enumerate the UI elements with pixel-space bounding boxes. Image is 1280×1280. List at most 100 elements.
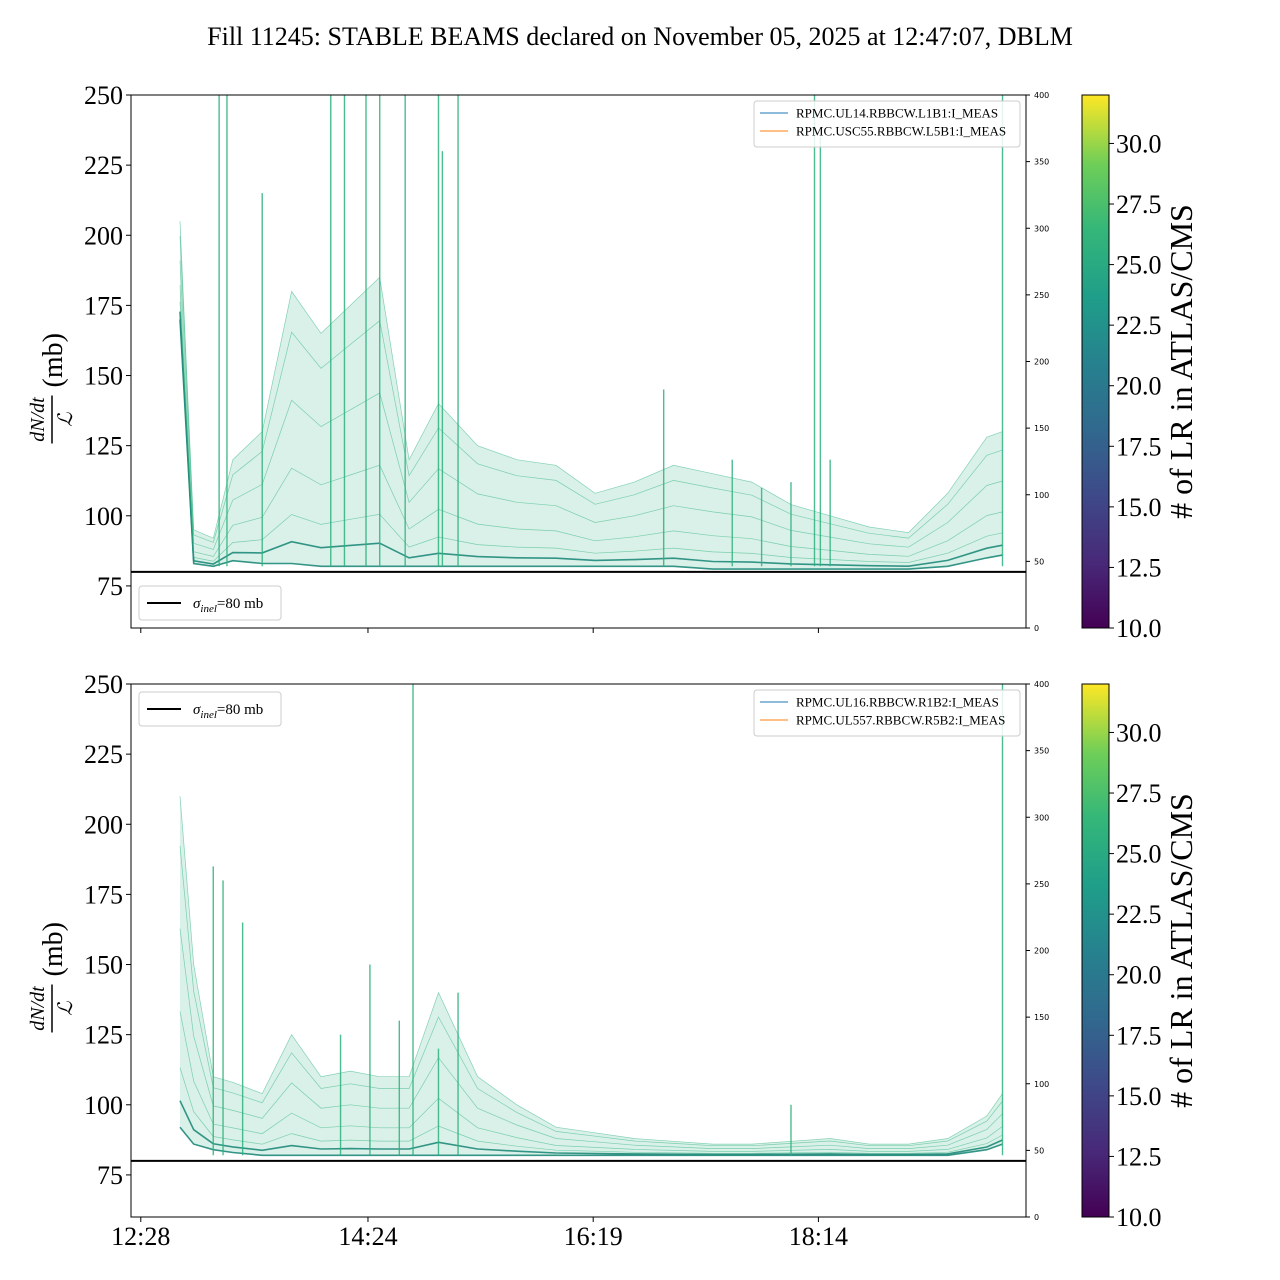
- y-tick-label: 150: [84, 951, 123, 980]
- figure-title: Fill 11245: STABLE BEAMS declared on Nov…: [207, 22, 1073, 51]
- colorbar-tick-label: 10.0: [1116, 614, 1162, 643]
- y-axis-label: dN/dt ℒ (mb): [27, 922, 77, 1033]
- y-tick-label: 175: [84, 291, 123, 320]
- y2-tick-label: 150: [1034, 1013, 1049, 1022]
- y2-tick-label: 200: [1034, 947, 1049, 956]
- y-label-denominator: ℒ: [55, 1001, 77, 1016]
- y-tick-label: 125: [84, 432, 123, 461]
- colorbar-tick-label: 20.0: [1116, 372, 1162, 401]
- y-label-unit: (mb): [38, 333, 69, 387]
- y-axis-label: dN/dt ℒ (mb): [27, 333, 77, 444]
- colorbar-tick-label: 15.0: [1116, 493, 1162, 522]
- y-label-unit: (mb): [38, 922, 69, 976]
- sigma-legend: σinel=80 mb: [138, 691, 282, 727]
- x-tick-label: 14:24: [338, 1222, 397, 1251]
- trace-line: [179, 1126, 1003, 1157]
- x-tick-label: 18:14: [789, 1222, 848, 1251]
- y2-tick-label: 150: [1034, 424, 1049, 433]
- colorbar-label: # of LR in ATLAS/CMS: [1163, 793, 1199, 1108]
- y-tick-label: 125: [84, 1021, 123, 1050]
- y2-tick-label: 50: [1034, 557, 1044, 566]
- colorbar-tick-label: 20.0: [1116, 961, 1162, 990]
- y-label-numerator: dN/dt: [27, 986, 49, 1031]
- y-tick-label: 200: [84, 810, 123, 839]
- y-tick-label: 250: [84, 81, 123, 110]
- y-tick-label: 175: [84, 880, 123, 909]
- sigma-legend: σinel=80 mb: [138, 585, 282, 621]
- legend-entry: σinel=80 mb: [193, 596, 263, 615]
- legend-entry: RPMC.UL557.RBBCW.R5B2:I_MEAS: [796, 713, 1005, 728]
- trace-line: [179, 796, 1003, 1145]
- y-tick-label: 150: [84, 362, 123, 391]
- series-legend: RPMC.UL16.RBBCW.R1B2:I_MEAS RPMC.UL557.RB…: [753, 689, 1021, 737]
- y-tick-label: 75: [97, 1161, 123, 1190]
- colorbar-tick-label: 12.5: [1116, 553, 1162, 582]
- y-tick-label: 200: [84, 221, 123, 250]
- colorbar-tick-label: 22.5: [1116, 311, 1162, 340]
- y-tick-label: 100: [84, 502, 123, 531]
- legend-entry: RPMC.UL14.RBBCW.L1B1:I_MEAS: [796, 106, 998, 121]
- y2-tick-label: 350: [1034, 747, 1049, 756]
- trace-line: [179, 260, 1003, 550]
- y2-tick-label: 100: [1034, 1080, 1049, 1089]
- y-tick-label: 100: [84, 1091, 123, 1120]
- y2-tick-label: 50: [1034, 1146, 1044, 1155]
- y2-tick-label: 0: [1034, 1213, 1039, 1222]
- colorbar-tick-label: 22.5: [1116, 900, 1162, 929]
- trace-line: [179, 311, 1003, 568]
- bottom-panel: 75 100 125 150 175 200 225 250 0 50 100 150 200 250 30…: [27, 670, 1199, 1251]
- colorbar-tick-label: 25.0: [1116, 840, 1162, 869]
- legend-box: [753, 689, 1021, 737]
- legend-box: [138, 691, 282, 727]
- colorbar-tick-label: 30.0: [1116, 718, 1162, 747]
- trace-line: [179, 221, 1003, 539]
- plot-area: [179, 95, 1004, 570]
- y2-tick-label: 0: [1034, 624, 1039, 633]
- trace-line: [179, 285, 1003, 557]
- colorbar-tick-label: 27.5: [1116, 190, 1162, 219]
- colorbar: 10.0 12.5 15.0 17.5 20.0 22.5 25.0 27.5 30.0 # of…: [1081, 94, 1199, 643]
- y2-tick-label: 100: [1034, 491, 1049, 500]
- colorbar-tick-label: 27.5: [1116, 779, 1162, 808]
- legend-entry: RPMC.USC55.RBBCW.L5B1:I_MEAS: [796, 124, 1006, 139]
- y-tick-label: 250: [84, 670, 123, 699]
- series-legend: RPMC.UL14.RBBCW.L1B1:I_MEAS RPMC.USC55.RB…: [753, 100, 1021, 148]
- y2-tick-label: 300: [1034, 813, 1049, 822]
- legend-entry: RPMC.UL16.RBBCW.R1B2:I_MEAS: [796, 695, 999, 710]
- y2-tick-label: 350: [1034, 158, 1049, 167]
- plot-area: [179, 684, 1004, 1157]
- y-tick-label: 225: [84, 740, 123, 769]
- legend-box: [138, 585, 282, 621]
- trace-line: [179, 1067, 1003, 1154]
- trace-line: [179, 1100, 1003, 1156]
- colorbar-tick-label: 17.5: [1116, 432, 1162, 461]
- trace-line: [179, 928, 1003, 1149]
- y-label-denominator: ℒ: [55, 412, 77, 427]
- y-label-numerator: dN/dt: [27, 397, 49, 442]
- y2-tick-label: 250: [1034, 291, 1049, 300]
- trace-envelope: [180, 221, 1003, 570]
- y2-tick-label: 250: [1034, 880, 1049, 889]
- y-tick-label: 225: [84, 151, 123, 180]
- colorbar-tick-label: 12.5: [1116, 1142, 1162, 1171]
- colorbar-tick-label: 25.0: [1116, 251, 1162, 280]
- trace-envelope: [180, 796, 1003, 1156]
- y-tick-label: 75: [97, 572, 123, 601]
- colorbar-tick-label: 17.5: [1116, 1021, 1162, 1050]
- colorbar: 10.0 12.5 15.0 17.5 20.0 22.5 25.0 27.5 30.0 # of…: [1081, 683, 1199, 1232]
- legend-box: [753, 100, 1021, 148]
- x-tick-label: 12:28: [111, 1222, 170, 1251]
- top-panel: 75 100 125 150 175 200 225 250 0 50 100 150 200 250 30…: [27, 81, 1199, 643]
- trace-line: [179, 319, 1003, 570]
- colorbar-gradient: [1081, 94, 1110, 629]
- trace-line: [179, 301, 1003, 563]
- trace-line: [179, 235, 1003, 543]
- trace-line: [179, 1011, 1003, 1152]
- y2-tick-label: 400: [1034, 680, 1049, 689]
- colorbar-gradient: [1081, 683, 1110, 1218]
- legend-entry: σinel=80 mb: [193, 702, 263, 721]
- y2-tick-label: 300: [1034, 224, 1049, 233]
- x-tick-label: 16:19: [564, 1222, 623, 1251]
- colorbar-tick-label: 30.0: [1116, 129, 1162, 158]
